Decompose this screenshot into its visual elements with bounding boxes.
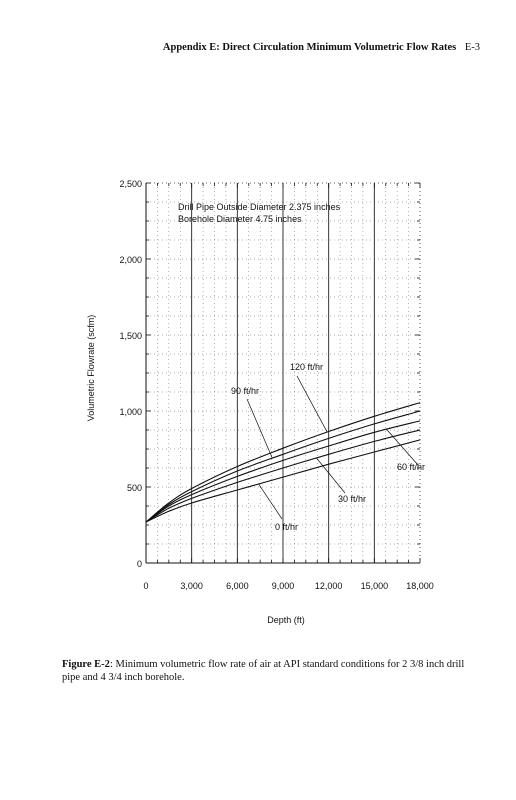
y-tick-label: 1,000 bbox=[119, 407, 142, 417]
series-line-2 bbox=[145, 420, 421, 523]
x-tick-label: 15,000 bbox=[361, 581, 389, 591]
caption-label: Figure E-2 bbox=[62, 659, 110, 670]
x-tick-label: 18,000 bbox=[406, 581, 434, 591]
x-axis-label: Depth (ft) bbox=[267, 615, 305, 625]
series-leader-line bbox=[316, 457, 346, 494]
y-axis-label: Volumetric Flowrate (scfm) bbox=[86, 315, 96, 422]
series-leader-line bbox=[296, 375, 328, 433]
x-tick-label: 12,000 bbox=[315, 581, 343, 591]
y-tick-label: 2,000 bbox=[119, 255, 142, 265]
caption-text: : Minimum volumetric flow rate of air at… bbox=[62, 659, 465, 683]
y-tick-label: 2,500 bbox=[119, 179, 142, 189]
annotations: Drill Pipe Outside Diameter 2.375 inches… bbox=[178, 202, 425, 532]
series-label: 0 ft/hr bbox=[275, 522, 298, 532]
series-leader-line bbox=[386, 429, 419, 466]
x-tick-label: 6,000 bbox=[226, 581, 249, 591]
tick-labels: 0 3,000 6,000 9,000 12,000 15,000 18,000 0 500 1,… bbox=[119, 179, 433, 591]
annotation-borehole-diameter: Borehole Diameter 4.75 inches bbox=[178, 214, 302, 224]
annotation-pipe-diameter: Drill Pipe Outside Diameter 2.375 inches bbox=[178, 202, 341, 212]
series-label: 30 ft/hr bbox=[338, 494, 366, 504]
series-label: 120 ft/hr bbox=[290, 362, 323, 372]
series-line-0 bbox=[145, 439, 421, 523]
page-number: E-3 bbox=[464, 42, 480, 53]
page-header: Appendix E: Direct Circulation Minimum V… bbox=[60, 42, 480, 53]
grid bbox=[145, 182, 421, 564]
series-leader-line bbox=[246, 398, 273, 459]
series-line-3 bbox=[145, 410, 421, 523]
plot-frame bbox=[145, 182, 421, 564]
series-label: 90 ft/hr bbox=[231, 386, 259, 396]
y-tick-label: 0 bbox=[137, 559, 142, 569]
x-tick-label: 9,000 bbox=[272, 581, 295, 591]
x-tick-label: 3,000 bbox=[180, 581, 203, 591]
series-group bbox=[145, 402, 421, 523]
x-tick-label: 0 bbox=[143, 581, 148, 591]
series-line-1 bbox=[145, 429, 421, 523]
y-tick-label: 1,500 bbox=[119, 331, 142, 341]
y-tick-label: 500 bbox=[127, 483, 142, 493]
series-label: 60 ft/hr bbox=[397, 462, 425, 472]
figure-caption: Figure E-2: Minimum volumetric flow rate… bbox=[62, 658, 467, 684]
series-line-4 bbox=[145, 402, 421, 523]
header-title: Appendix E: Direct Circulation Minimum V… bbox=[162, 42, 457, 53]
series-leader-line bbox=[258, 483, 283, 520]
